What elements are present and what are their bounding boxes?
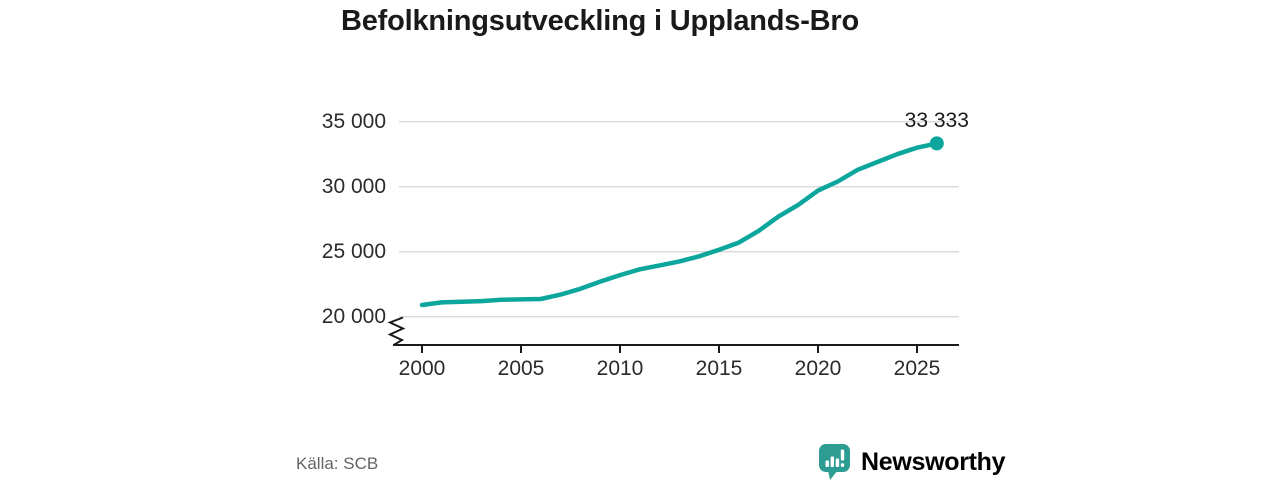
chart-title: Befolkningsutveckling i Upplands-Bro [340,5,860,37]
y-axis-label-35000: 35 000 [321,109,386,133]
x-axis-label-2015: 2015 [695,357,743,380]
axis-break-zigzag [387,316,406,346]
newsworthy-wordmark: Newsworthy [861,447,1006,476]
end-value-label: 33 333 [904,109,969,133]
x-axis-label-2025: 2025 [893,357,941,380]
newsworthy-logo: Newsworthy [818,443,1006,480]
y-axis-label-30000: 30 000 [321,174,386,198]
source-note: Källa: SCB [296,454,379,473]
population-line [419,141,940,308]
grid-lines [399,121,959,318]
end-point-dot [929,136,944,151]
x-axis-label-2000: 2000 [398,357,446,380]
newsworthy-speech-bubble-icon [819,444,850,480]
x-axis-label-2010: 2010 [596,357,644,380]
x-axis-label-2020: 2020 [794,357,842,380]
y-axis-label-25000: 25 000 [321,239,386,263]
x-axis [393,344,959,353]
y-axis-label-20000: 20 000 [321,304,386,328]
x-axis-label-2005: 2005 [497,357,545,380]
